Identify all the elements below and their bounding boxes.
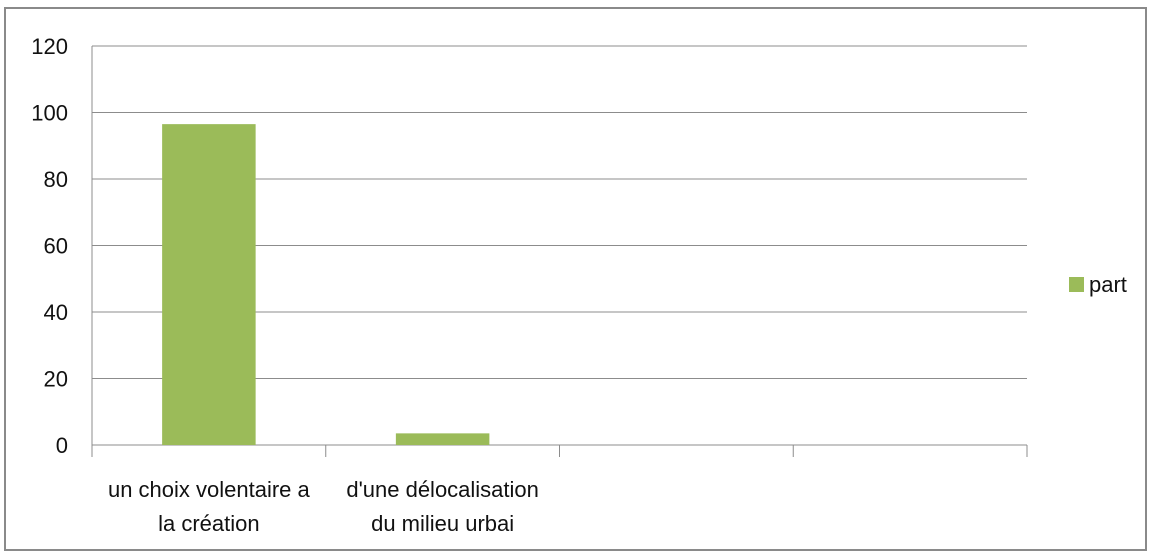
bar [162,124,256,445]
x-axis-category-labels: un choix volentaire a la création d'une dé… [108,477,539,536]
y-tick-label: 0 [56,433,68,458]
legend-label: part [1089,272,1127,297]
bar [395,433,490,445]
y-tick-label: 120 [31,34,68,59]
y-tick-label: 20 [44,367,68,392]
x-category-label: un choix volentaire a [108,477,311,502]
x-category-label: d'une délocalisation [346,477,539,502]
y-tick-label: 40 [44,300,68,325]
legend: part [1069,272,1127,297]
x-category-label: la création [158,511,260,536]
bar-series [162,124,490,445]
y-tick-label: 80 [44,167,68,192]
y-tick-label: 60 [44,234,68,259]
legend-swatch [1069,277,1084,292]
y-axis-tick-labels: 0 20 40 60 80 100 120 [31,34,68,458]
y-tick-label: 100 [31,101,68,126]
x-category-label: du milieu urbai [371,511,514,536]
